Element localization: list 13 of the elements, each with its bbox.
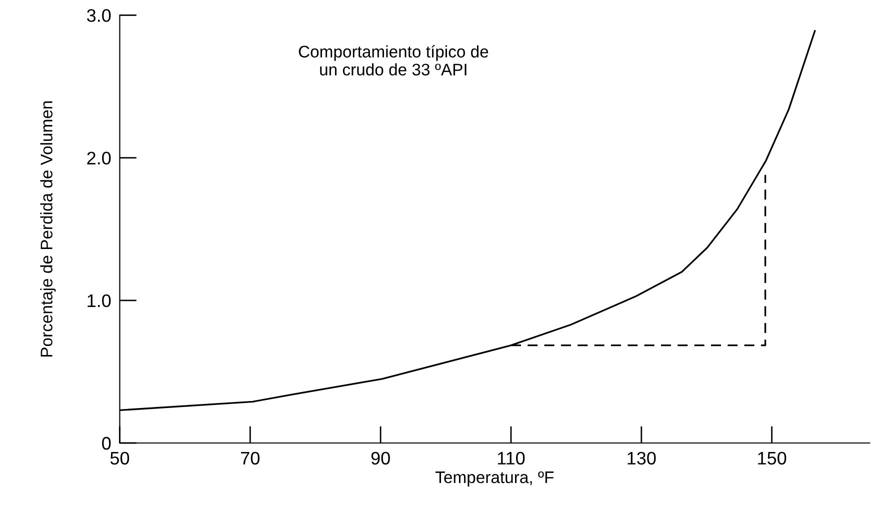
x-tick-label: 110 (498, 452, 525, 465)
x-tick-label: 150 (758, 452, 786, 465)
y-tick-label: 1.0 (88, 294, 111, 308)
y-axis-title: Porcentaje de Perdida de Volumen (40, 101, 56, 357)
y-tick-label: 2.0 (87, 152, 111, 165)
x-tick-label: 130 (628, 452, 656, 465)
x-tick-label: 70 (241, 452, 260, 465)
x-tick-label: 90 (371, 452, 390, 465)
y-tick-label: 3.0 (86, 9, 111, 22)
x-tick-label: 50 (110, 452, 130, 465)
x-axis-title: Temperatura, ºF (436, 471, 554, 486)
y-tick-label: 0 (102, 436, 111, 450)
annotation: Comportamiento típico de un crudo de 33 ºAPI (298, 45, 488, 76)
